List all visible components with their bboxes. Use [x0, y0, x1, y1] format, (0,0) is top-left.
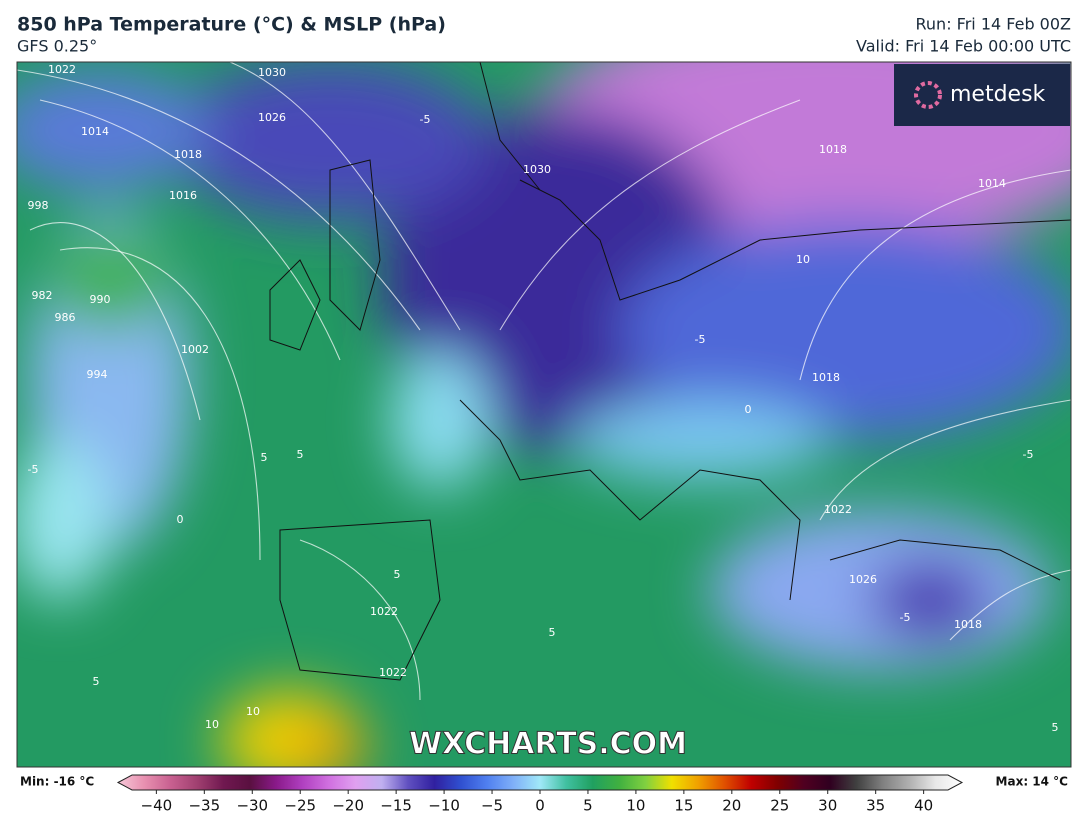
contour-label: 982 — [32, 289, 53, 302]
contour-label: -5 — [1023, 448, 1034, 461]
contour-label: 1018 — [174, 148, 202, 161]
valid: Valid: Fri 14 Feb 00:00 UTC — [856, 37, 1071, 56]
colorbar-max: Max: 14 °C — [996, 775, 1069, 789]
colorbar-tick-label: −5 — [481, 797, 503, 815]
contour-label: 1022 — [824, 503, 852, 516]
colorbar-tick-label: −15 — [380, 797, 412, 815]
contour-label: 5 — [549, 626, 556, 639]
contour-label: 10 — [246, 705, 260, 718]
watermark: WXCHARTS.COM — [409, 727, 687, 762]
contour-label: 5 — [297, 448, 304, 461]
map-frame — [16, 61, 1072, 768]
contour-label: 994 — [87, 368, 108, 381]
colorbar-tick-label: 0 — [535, 797, 545, 815]
colorbar-tick-label: 30 — [818, 797, 837, 815]
contour-label: 1030 — [258, 66, 286, 79]
run: Run: Fri 14 Feb 00Z — [916, 15, 1072, 34]
logo: metdesk — [950, 82, 1046, 107]
colorbar-tick-label: 35 — [866, 797, 885, 815]
contour-label: 1018 — [819, 143, 847, 156]
colorbar-tick-label: 20 — [722, 797, 741, 815]
colorbar-tick-label: −20 — [332, 797, 364, 815]
colorbar-tick-label: −35 — [188, 797, 220, 815]
contour-label: 1018 — [812, 371, 840, 384]
contour-label: 1014 — [81, 125, 109, 138]
contour-label: 1014 — [978, 177, 1006, 190]
colorbar-tick-label: −30 — [236, 797, 268, 815]
colorbar-tick-label: 10 — [626, 797, 645, 815]
contour-label: 5 — [394, 568, 401, 581]
colorbar-tick-label: 25 — [770, 797, 789, 815]
contour-label: 1022 — [379, 666, 407, 679]
colorbar-tick-label: 5 — [583, 797, 593, 815]
contour-label: 990 — [90, 293, 111, 306]
contour-label: -5 — [900, 611, 911, 624]
logo-icon — [914, 81, 942, 109]
model: GFS 0.25° — [17, 37, 97, 56]
colorbar — [116, 774, 964, 791]
contour-label: 986 — [55, 311, 76, 324]
title: 850 hPa Temperature (°C) & MSLP (hPa) — [17, 14, 446, 36]
contour-label: 0 — [177, 513, 184, 526]
colorbar-tick-label: 15 — [674, 797, 693, 815]
contour-label: 5 — [1052, 721, 1059, 734]
contour-label: 1022 — [48, 63, 76, 76]
contour-label: 1018 — [954, 618, 982, 631]
contour-label: 10 — [205, 718, 219, 731]
colorbar-tick-label: 40 — [914, 797, 933, 815]
colorbar-tick-label: −40 — [141, 797, 173, 815]
contour-label: 1026 — [849, 573, 877, 586]
contour-label: 1030 — [523, 163, 551, 176]
isobars — [17, 62, 1071, 701]
contour-label: 998 — [28, 199, 49, 212]
contour-label: 10 — [796, 253, 810, 266]
temperature-field — [17, 62, 1071, 767]
contour-label: 1016 — [169, 189, 197, 202]
contour-label: -5 — [695, 333, 706, 346]
contour-label: -5 — [28, 463, 39, 476]
contour-label: 5 — [261, 451, 268, 464]
colorbar-tick-label: −25 — [284, 797, 316, 815]
contour-label: 1026 — [258, 111, 286, 124]
colorbar-min: Min: -16 °C — [20, 775, 94, 789]
coastlines — [269, 62, 1071, 681]
contour-label: 1022 — [370, 605, 398, 618]
logo-box — [894, 64, 1070, 126]
contour-label: -5 — [420, 113, 431, 126]
colorbar-tick-label: −10 — [428, 797, 460, 815]
contour-label: 0 — [745, 403, 752, 416]
map — [17, 62, 1071, 767]
contour-label: 1002 — [181, 343, 209, 356]
contour-label: 5 — [93, 675, 100, 688]
